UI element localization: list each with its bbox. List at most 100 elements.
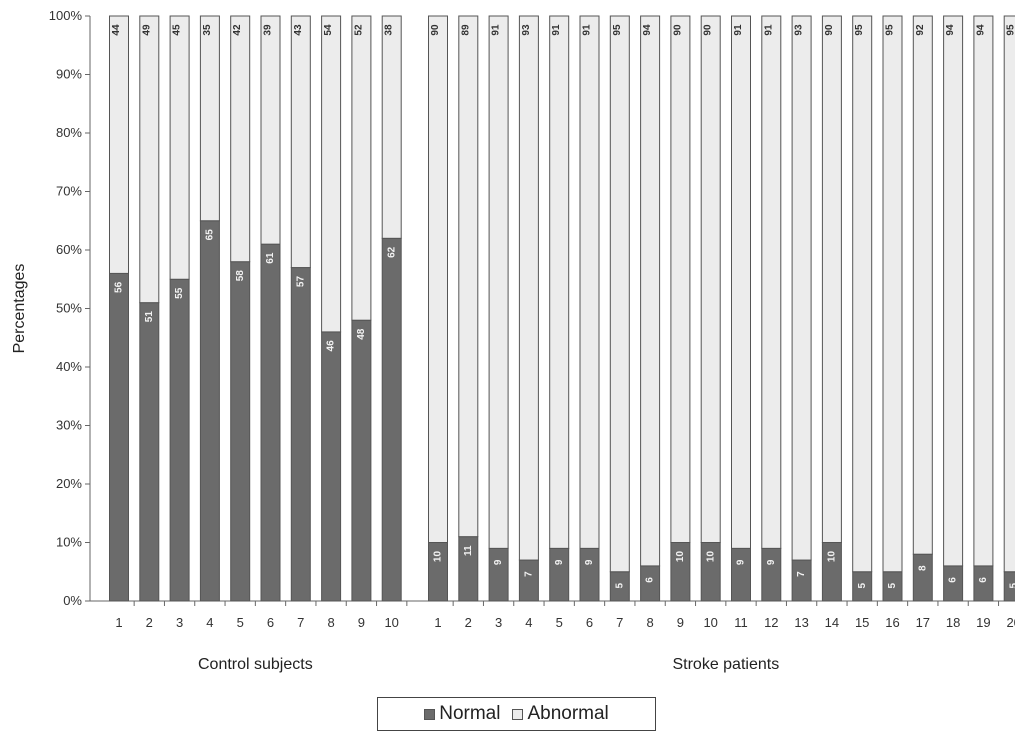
bar-segment-abnormal [260,15,281,245]
bar-segment-abnormal [230,15,251,263]
data-label-abnormal: 91 [491,24,502,36]
x-tick-label: 15 [855,615,869,630]
x-tick-label: 4 [525,615,532,630]
y-tick-label: 60% [56,242,82,257]
bar-segment-abnormal [912,15,933,555]
data-label-normal: 65 [205,229,216,241]
data-label-normal: 10 [705,551,716,563]
bar-segment-abnormal [973,15,994,567]
data-label-normal: 5 [857,583,868,589]
bar-segment-abnormal [700,15,721,543]
data-label-abnormal: 45 [172,24,183,36]
y-tick-label: 0% [63,593,82,608]
bar-segment-normal [321,331,342,602]
data-label-normal: 11 [463,545,474,556]
bar-segment-normal [199,220,220,602]
bar-segment-abnormal [852,15,873,573]
bar-segment-abnormal [109,15,129,274]
x-tick-label: 8 [646,615,653,630]
bar-segment-abnormal [731,15,751,549]
data-label-normal: 10 [433,551,444,563]
legend-label-abnormal: Abnormal [527,703,609,724]
data-label-normal: 57 [295,276,306,288]
data-label-normal: 7 [796,571,807,577]
y-tick-label: 50% [56,301,82,316]
data-label-abnormal: 90 [672,24,683,36]
bar-segment-abnormal [609,15,630,573]
x-tick-label: 10 [703,615,717,630]
x-tick-label: 3 [176,615,183,630]
data-label-normal: 5 [887,583,898,589]
x-tick-label: 18 [946,615,960,630]
bar-segment-normal [791,559,812,602]
data-label-abnormal: 90 [430,24,441,36]
data-label-normal: 10 [675,551,686,563]
bar-segment-abnormal [943,15,964,567]
data-label-normal: 8 [917,565,928,571]
bar-segment-abnormal [381,15,402,239]
bar-segment-abnormal [321,15,342,333]
data-label-abnormal: 92 [915,24,926,36]
bar-segment-abnormal [670,15,691,543]
data-label-abnormal: 94 [642,24,653,36]
data-label-normal: 56 [114,281,125,293]
y-axis-title: Percentages [11,264,28,354]
group-label: Stroke patients [672,656,779,673]
bar-segment-normal [549,547,570,602]
x-tick-label: 5 [556,615,563,630]
bar-segment-abnormal [199,15,220,222]
x-tick-label: 10 [384,615,398,630]
data-label-abnormal: 95 [885,24,896,36]
data-label-normal: 48 [356,328,367,340]
x-tick-label: 6 [586,615,593,630]
data-label-abnormal: 95 [854,24,865,36]
group-label: Control subjects [198,656,313,673]
data-label-normal: 6 [978,577,989,583]
bar-segment-abnormal [428,15,448,543]
data-label-normal: 9 [493,559,504,565]
data-label-abnormal: 90 [703,24,714,36]
x-tick-label: 9 [358,615,365,630]
legend-item-normal: Normal [424,703,500,725]
bar-segment-normal [260,243,281,602]
bar-segment-normal [139,302,160,602]
y-tick-label: 40% [56,359,82,374]
data-label-normal: 46 [326,340,337,352]
legend-swatch-normal [424,708,436,720]
data-label-normal: 51 [144,311,155,323]
data-label-abnormal: 54 [323,24,334,36]
x-tick-label: 9 [677,615,684,630]
y-tick-label: 100% [49,8,83,23]
data-label-normal: 10 [827,551,838,563]
bar-segment-normal [912,553,933,602]
data-label-abnormal: 91 [763,24,774,36]
bar-segment-abnormal [488,15,509,549]
data-label-normal: 62 [386,246,397,258]
bar-segment-abnormal [761,15,782,549]
x-tick-label: 17 [916,615,930,630]
y-tick-label: 70% [56,184,82,199]
data-label-abnormal: 52 [353,24,364,36]
bar-segment-normal [518,559,539,602]
data-label-abnormal: 91 [733,24,744,36]
x-tick-label: 13 [794,615,808,630]
x-tick-label: 12 [764,615,778,630]
bar-segment-abnormal [640,15,661,567]
data-label-abnormal: 93 [521,24,532,36]
legend-label-normal: Normal [439,703,501,724]
data-label-normal: 61 [265,252,276,264]
data-label-normal: 9 [554,559,565,565]
bar-segment-abnormal [169,15,190,280]
x-tick-label: 1 [115,615,122,630]
legend-item-abnormal: Abnormal [512,703,609,725]
data-label-abnormal: 94 [975,24,986,36]
bar-segment-abnormal [458,15,479,538]
data-label-abnormal: 44 [111,24,122,36]
data-label-abnormal: 90 [824,24,835,36]
x-tick-label: 2 [465,615,472,630]
data-label-normal: 6 [948,577,959,583]
x-tick-label: 4 [206,615,213,630]
bar-segment-normal [351,319,372,602]
bar-segment-abnormal [882,15,903,573]
bar-segment-abnormal [791,15,812,561]
